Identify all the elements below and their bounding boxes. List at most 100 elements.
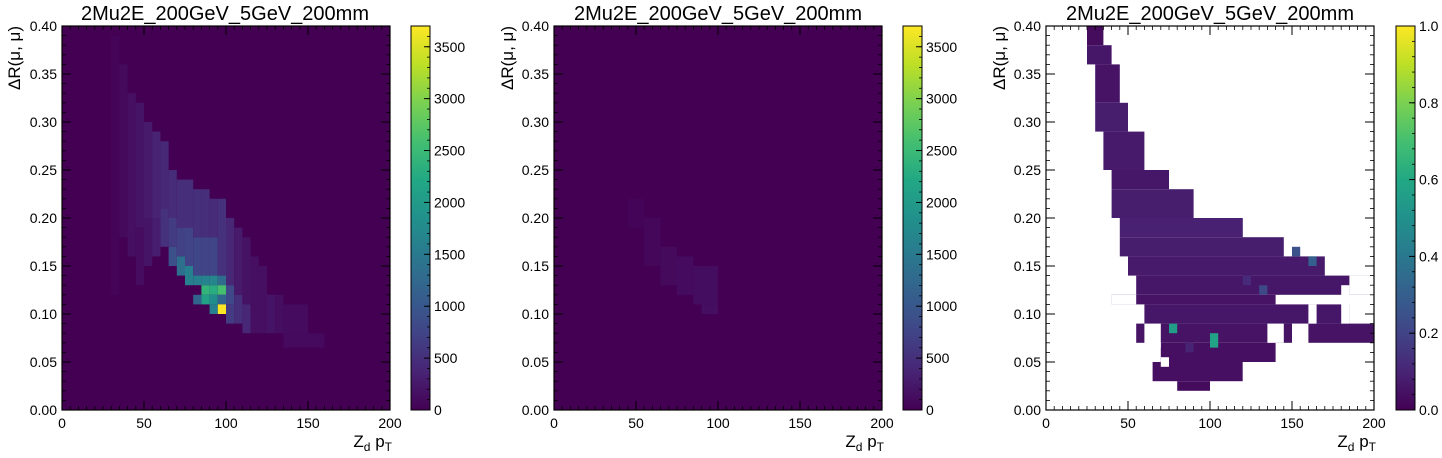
x-tick-label: 0 — [1042, 415, 1050, 431]
heatmap-cell — [1160, 342, 1276, 362]
empty-bin — [1251, 371, 1276, 391]
x-tick-label: 0 — [58, 415, 66, 431]
heatmap-cell — [127, 93, 136, 257]
heatmap-cell — [1087, 45, 1112, 65]
heatmap-cell — [160, 208, 169, 247]
colorbar-tick-label: 2500 — [926, 143, 957, 159]
heatmap-cell — [168, 170, 177, 218]
colorbar-tick-label: 0.6 — [1419, 172, 1439, 188]
heatmap-cell — [1308, 256, 1317, 266]
y-axis-label: ΔR(μ, μ) — [990, 26, 1009, 90]
colorbar-gradient — [410, 25, 431, 411]
heatmap-cell — [242, 237, 251, 305]
y-tick-label: 0.35 — [1014, 66, 1041, 82]
heatmap-cell — [644, 218, 661, 266]
heatmap-cell — [627, 198, 645, 228]
x-tick-label: 0 — [550, 415, 558, 431]
heatmap-cell — [226, 285, 235, 305]
heatmap-cell — [226, 218, 235, 286]
y-tick-label: 0.15 — [1014, 258, 1041, 274]
heatmap-cell — [209, 304, 218, 314]
colorbar: 0 500 1000 1500 2000 2500 3000 3500 — [902, 25, 957, 418]
heatmap-cell — [1177, 381, 1210, 391]
chart-title: 2Mu2E_200GeV_5GeV_200mm — [1066, 3, 1354, 25]
x-tick-label: 50 — [1120, 415, 1136, 431]
x-tick-label: 100 — [706, 415, 730, 431]
empty-bin — [1144, 323, 1161, 348]
y-tick-label: 0.40 — [1014, 18, 1041, 34]
heatmap-cell — [144, 218, 153, 266]
heatmap-cell — [217, 275, 226, 286]
heatmap-cell — [193, 237, 202, 276]
heatmap-cell — [209, 294, 218, 305]
colorbar: 0 500 1000 1500 2000 2500 3000 3500 — [410, 25, 465, 418]
colorbar-tick-label: 1500 — [926, 246, 957, 262]
y-tick-label: 0.15 — [30, 258, 57, 274]
colorbar-tick-label: 0.4 — [1419, 248, 1439, 264]
empty-bin — [1292, 323, 1309, 362]
heatmap-cell — [1144, 304, 1350, 324]
heatmap-cell — [1111, 294, 1276, 305]
empty-bin — [1349, 275, 1374, 295]
empty-bin — [1341, 285, 1350, 324]
y-tick-label: 0.10 — [522, 306, 549, 322]
heatmap-cell — [1087, 26, 1104, 46]
colorbar-tick-label: 500 — [434, 350, 458, 366]
heatmap-cell — [185, 266, 194, 286]
heatmap-cell — [1136, 323, 1374, 343]
heatmap-cell — [152, 131, 161, 218]
empty-bin — [1267, 323, 1284, 343]
y-tick-label: 0.35 — [522, 66, 549, 82]
heatmap-cell — [1152, 362, 1243, 382]
colorbar-tick-label: 3500 — [434, 39, 465, 55]
x-tick-label: 150 — [296, 415, 320, 431]
y-tick-label: 0.40 — [522, 18, 549, 34]
y-tick-label: 0.00 — [1014, 402, 1041, 418]
colorbar-gradient — [1395, 25, 1416, 411]
heatmap-cell — [209, 198, 218, 238]
y-tick-label: 0.20 — [522, 210, 549, 226]
y-tick-label: 0.30 — [1014, 114, 1041, 130]
colorbar-tick-label: 0 — [926, 402, 934, 418]
heatmap-cell — [217, 294, 226, 305]
colorbar-tick-label: 2000 — [434, 194, 465, 210]
colorbar-tick-label: 2500 — [434, 143, 465, 159]
heatmap-cell — [677, 256, 694, 295]
colorbar: 0.0 0.2 0.4 0.6 0.8 1.0 — [1395, 18, 1439, 418]
heatmap-cell — [1242, 275, 1251, 286]
heatmap-cell — [1185, 342, 1194, 353]
heatmap-cell — [1111, 170, 1169, 190]
empty-bin — [1242, 362, 1251, 382]
heatmap-cell — [209, 285, 218, 295]
x-axis-label: Zd pT — [353, 432, 392, 454]
heatmap-cell — [193, 189, 202, 238]
heatmap-cell — [201, 294, 210, 305]
heatmap-cell — [1119, 218, 1243, 238]
heatmap-cell — [160, 141, 169, 209]
heatmap-cell — [1103, 131, 1145, 170]
colorbar-tick-label: 0.2 — [1419, 325, 1439, 341]
heatmap-cell — [258, 266, 267, 334]
heatmap-panel-2: 2Mu2E_200GeV_5GeV_200mm 0 50 100 150 200 0.00… — [498, 3, 957, 454]
colorbar-tick-label: 500 — [926, 350, 950, 366]
colorbar-tick-label: 0.8 — [1419, 95, 1439, 111]
colorbar-tick-label: 2000 — [926, 194, 957, 210]
heatmap-cell — [217, 285, 226, 295]
heatmap-cell — [201, 237, 210, 276]
empty-bin — [1308, 304, 1317, 324]
y-tick-label: 0.25 — [522, 162, 549, 178]
heatmap-cell — [217, 304, 226, 314]
heatmap-cell — [1210, 333, 1219, 348]
heatmap-background — [554, 26, 882, 410]
axes: 0 50 100 150 200 0.00 0.05 0.10 0.15 0.20 0.25 0.30… — [30, 18, 402, 431]
heatmap-cell — [1095, 64, 1120, 103]
colorbar-tick-label: 0 — [434, 402, 442, 418]
x-tick-label: 150 — [1280, 415, 1304, 431]
heatmap-cells — [554, 26, 882, 410]
x-tick-label: 100 — [1198, 415, 1222, 431]
axes: 0 50 100 150 200 0.00 0.05 0.10 0.15 0.20 0.25 0.30… — [522, 18, 894, 431]
colorbar-tick-label: 3500 — [926, 39, 957, 55]
heatmap-cell — [176, 227, 185, 257]
axes: 0 50 100 150 200 0.00 0.05 0.10 0.15 0.20 0.25 0.30… — [1014, 18, 1386, 431]
